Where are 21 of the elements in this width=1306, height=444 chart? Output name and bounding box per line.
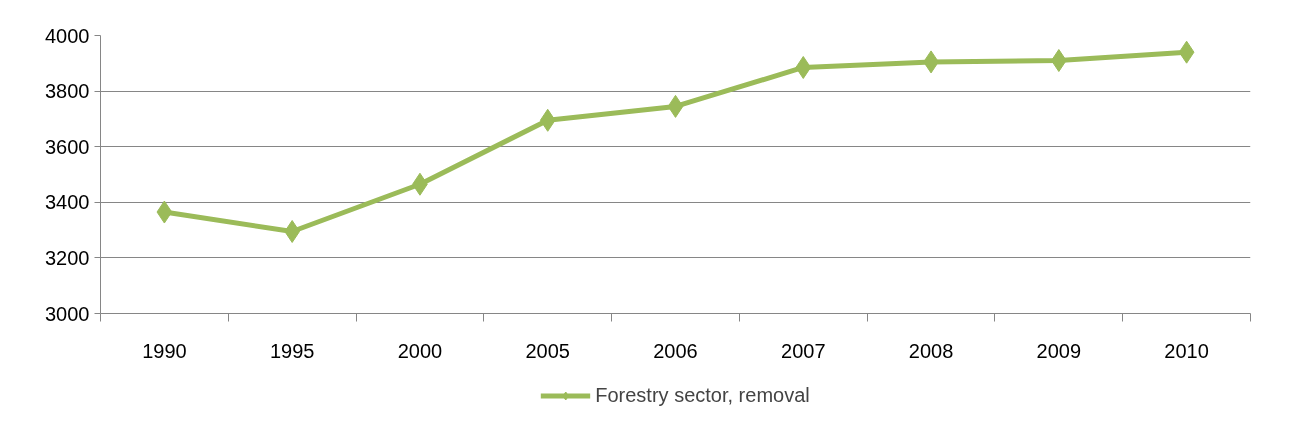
legend-label: Forestry sector, removal — [595, 383, 810, 407]
point — [1178, 40, 1195, 64]
y-tick-label: 4000 — [45, 24, 90, 47]
y-tick-label: 3000 — [45, 302, 90, 325]
point — [539, 108, 556, 132]
x-tick-label: 1990 — [142, 339, 187, 362]
point — [667, 94, 684, 118]
x-tick-label: 2007 — [781, 339, 826, 362]
point — [156, 200, 173, 224]
y-tick-label: 3200 — [45, 246, 90, 269]
y-tick-label: 3600 — [45, 135, 90, 158]
x-tick-label: 2008 — [908, 339, 954, 362]
x-tick-label: 1995 — [269, 339, 315, 362]
x-tick-label: 2005 — [525, 339, 570, 362]
x-tick-label: 2009 — [1036, 339, 1082, 362]
point — [795, 55, 812, 79]
y-tick-label: 3800 — [45, 80, 90, 103]
y-tick-label: 3400 — [45, 191, 90, 214]
x-tick-label: 2010 — [1164, 339, 1209, 362]
x-tick-label: 2006 — [653, 339, 698, 362]
x-tick-label: 2000 — [397, 339, 443, 362]
